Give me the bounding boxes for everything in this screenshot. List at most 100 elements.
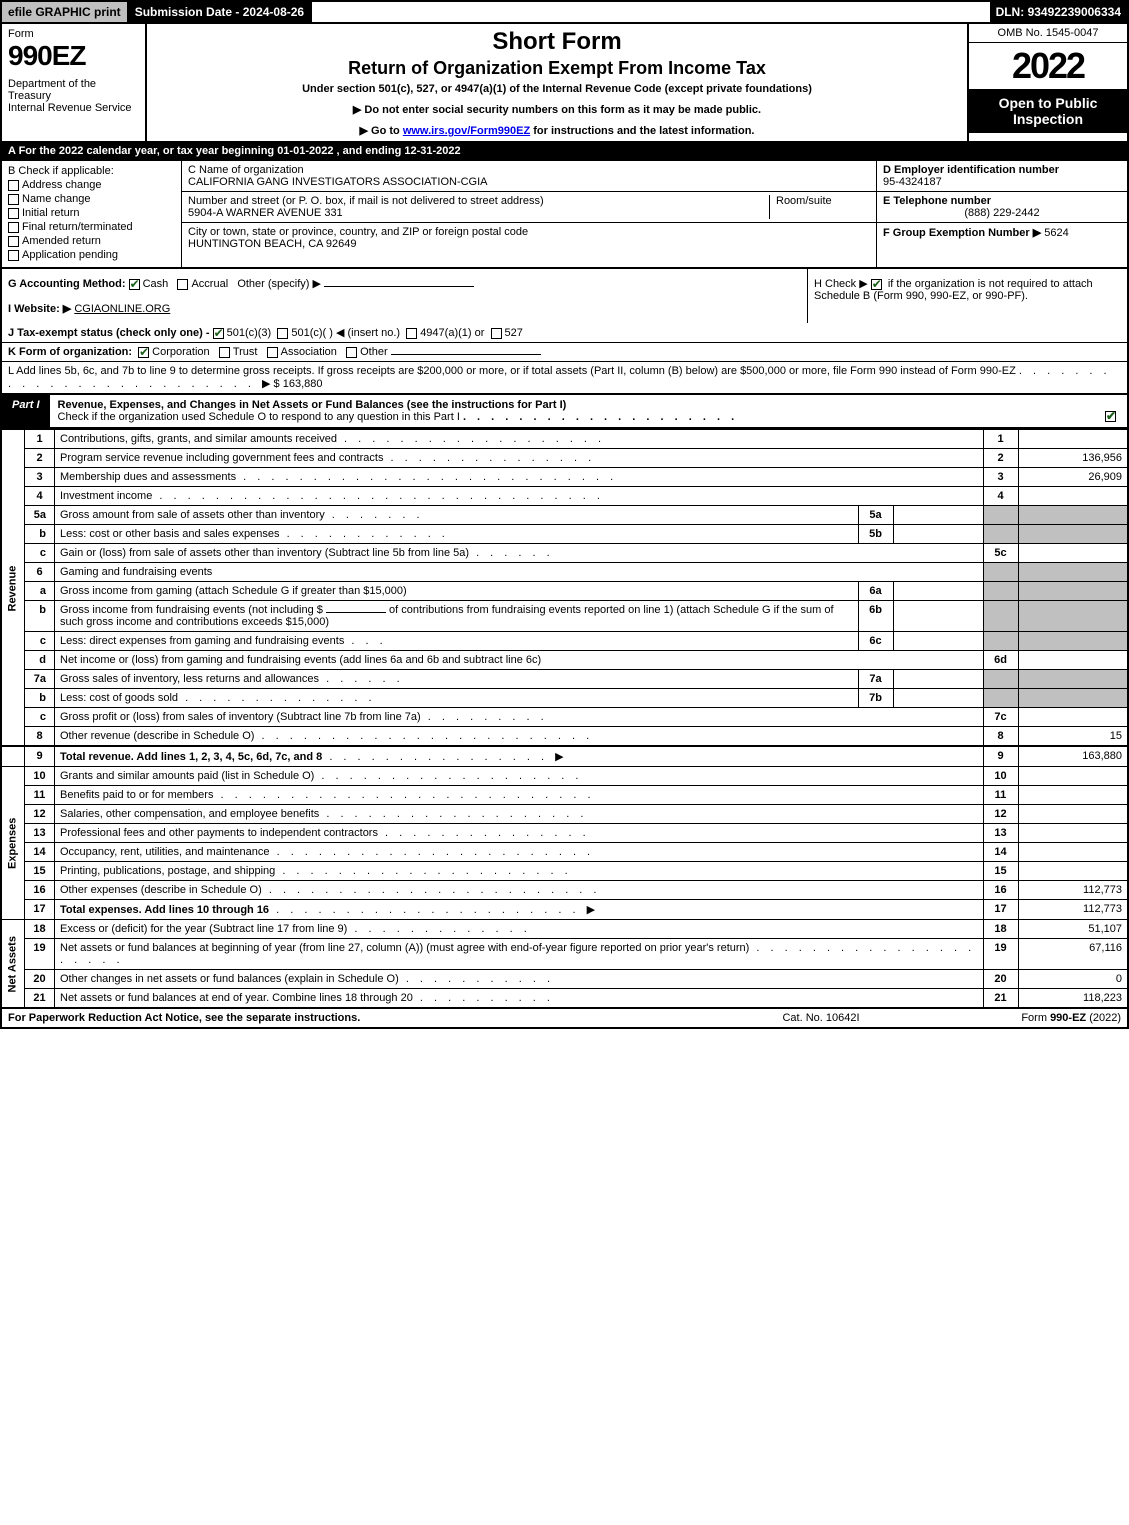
row-num: 1 xyxy=(25,430,55,449)
irs-link[interactable]: www.irs.gov/Form990EZ xyxy=(403,125,530,137)
line11-text: Benefits paid to or for members . . . . … xyxy=(55,786,984,805)
k-label: K Form of organization: xyxy=(8,346,132,358)
website-link[interactable]: CGIAONLINE.ORG xyxy=(74,303,170,315)
form-label: Form xyxy=(8,28,139,40)
line17-amt: 112,773 xyxy=(1018,900,1128,920)
line4-amt xyxy=(1018,487,1128,506)
cb-address-change[interactable]: Address change xyxy=(8,179,175,191)
cb-assoc[interactable] xyxy=(267,347,278,358)
form-version: Form 990-EZ (2022) xyxy=(921,1012,1121,1024)
line5b-text: Less: cost or other basis and sales expe… xyxy=(55,525,859,544)
part1-header: Part I Revenue, Expenses, and Changes in… xyxy=(0,395,1129,429)
j-opt1: 501(c)(3) xyxy=(227,327,272,339)
line6c-val xyxy=(893,632,983,651)
cb-527[interactable] xyxy=(491,328,502,339)
g-accrual: Accrual xyxy=(191,278,228,290)
line6c-text: Less: direct expenses from gaming and fu… xyxy=(55,632,859,651)
revenue-label: Revenue xyxy=(1,430,25,747)
c-name-block: C Name of organization CALIFORNIA GANG I… xyxy=(182,161,876,192)
f-value: 5624 xyxy=(1044,227,1068,239)
line21-text: Net assets or fund balances at end of ye… xyxy=(55,989,984,1009)
line20-amt: 0 xyxy=(1018,970,1128,989)
line1-n: 1 xyxy=(983,430,1018,449)
line12-amt xyxy=(1018,805,1128,824)
g-other: Other (specify) ▶ xyxy=(237,278,321,290)
cb-501c3[interactable] xyxy=(213,328,224,339)
g-cash: Cash xyxy=(143,278,169,290)
line-j: J Tax-exempt status (check only one) - 5… xyxy=(0,323,1129,342)
k-assoc: Association xyxy=(281,346,337,358)
cb-h[interactable] xyxy=(871,279,882,290)
efile-print-button[interactable]: efile GRAPHIC print xyxy=(2,2,129,22)
line7b-text: Less: cost of goods sold . . . . . . . .… xyxy=(55,689,859,708)
line7c-amt xyxy=(1018,708,1128,727)
c-addr-block: Number and street (or P. O. box, if mail… xyxy=(182,192,876,223)
line4-text: Investment income . . . . . . . . . . . … xyxy=(55,487,984,506)
instr-goto: ▶ Go to www.irs.gov/Form990EZ for instru… xyxy=(155,124,959,137)
block-gh: G Accounting Method: Cash Accrual Other … xyxy=(0,269,1129,323)
block-bcdef: B Check if applicable: Address change Na… xyxy=(0,161,1129,269)
instr-goto-pre: ▶ Go to xyxy=(360,125,403,137)
line18-amt: 51,107 xyxy=(1018,920,1128,939)
line12-text: Salaries, other compensation, and employ… xyxy=(55,805,984,824)
cb-accrual[interactable] xyxy=(177,279,188,290)
dln-label: DLN: xyxy=(996,5,1028,19)
top-bar: efile GRAPHIC print Submission Date - 20… xyxy=(0,0,1129,24)
col-b: B Check if applicable: Address change Na… xyxy=(2,161,182,267)
line17-text: Total expenses. Add lines 10 through 16 … xyxy=(55,900,984,920)
dln: DLN: 93492239006334 xyxy=(990,2,1127,22)
f-label: F Group Exemption Number ▶ xyxy=(883,227,1041,239)
j-opt2: 501(c)( ) ◀ (insert no.) xyxy=(291,327,400,339)
cb-501c[interactable] xyxy=(277,328,288,339)
c-city-block: City or town, state or province, country… xyxy=(182,223,876,253)
line7c-text: Gross profit or (loss) from sales of inv… xyxy=(55,708,984,727)
instr-ssn: ▶ Do not enter social security numbers o… xyxy=(155,103,959,116)
col-def: D Employer identification number 95-4324… xyxy=(877,161,1127,267)
cb-initial-return[interactable]: Initial return xyxy=(8,207,175,219)
subtitle: Under section 501(c), 527, or 4947(a)(1)… xyxy=(155,83,959,95)
c-name-label: C Name of organization xyxy=(188,164,870,176)
part1-table: Revenue 1 Contributions, gifts, grants, … xyxy=(0,429,1129,1009)
line13-text: Professional fees and other payments to … xyxy=(55,824,984,843)
line7a-text: Gross sales of inventory, less returns a… xyxy=(55,670,859,689)
instr-goto-post: for instructions and the latest informat… xyxy=(530,125,754,137)
line1-amt xyxy=(1018,430,1128,449)
net-assets-label: Net Assets xyxy=(1,920,25,1009)
line15-amt xyxy=(1018,862,1128,881)
expenses-label: Expenses xyxy=(1,767,25,920)
c-city-value: HUNTINGTON BEACH, CA 92649 xyxy=(188,238,870,250)
part1-tab: Part I xyxy=(2,395,50,427)
header-mid: Short Form Return of Organization Exempt… xyxy=(147,24,967,141)
line8-text: Other revenue (describe in Schedule O) .… xyxy=(55,727,984,747)
open-inspection: Open to Public Inspection xyxy=(969,89,1127,133)
omb-number: OMB No. 1545-0047 xyxy=(969,24,1127,43)
cb-amended-return[interactable]: Amended return xyxy=(8,235,175,247)
cb-corp[interactable] xyxy=(138,347,149,358)
cb-name-change[interactable]: Name change xyxy=(8,193,175,205)
j-label: J Tax-exempt status (check only one) - xyxy=(8,327,210,339)
e-value: (888) 229-2442 xyxy=(883,207,1121,219)
k-other-input[interactable] xyxy=(391,354,541,355)
c-street-label: Number and street (or P. O. box, if mail… xyxy=(188,195,763,207)
cb-other-org[interactable] xyxy=(346,347,357,358)
cb-4947[interactable] xyxy=(406,328,417,339)
line20-text: Other changes in net assets or fund bala… xyxy=(55,970,984,989)
cb-part1-scho[interactable] xyxy=(1105,411,1116,422)
line6b-text: Gross income from fundraising events (no… xyxy=(55,601,859,632)
line15-text: Printing, publications, postage, and shi… xyxy=(55,862,984,881)
cb-final-return[interactable]: Final return/terminated xyxy=(8,221,175,233)
line8-amt: 15 xyxy=(1018,727,1128,747)
line-l: L Add lines 5b, 6c, and 7b to line 9 to … xyxy=(0,361,1129,395)
k-other: Other xyxy=(360,346,388,358)
cb-cash[interactable] xyxy=(129,279,140,290)
cb-trust[interactable] xyxy=(219,347,230,358)
g-other-input[interactable] xyxy=(324,286,474,287)
line9-amt: 163,880 xyxy=(1018,746,1128,767)
cb-application-pending[interactable]: Application pending xyxy=(8,249,175,261)
line10-text: Grants and similar amounts paid (list in… xyxy=(55,767,984,786)
form-header: Form 990EZ Department of the Treasury In… xyxy=(0,24,1129,143)
line1-text: Contributions, gifts, grants, and simila… xyxy=(55,430,984,449)
line3-text: Membership dues and assessments . . . . … xyxy=(55,468,984,487)
line6-text: Gaming and fundraising events xyxy=(55,563,984,582)
c-room-label: Room/suite xyxy=(776,195,870,207)
